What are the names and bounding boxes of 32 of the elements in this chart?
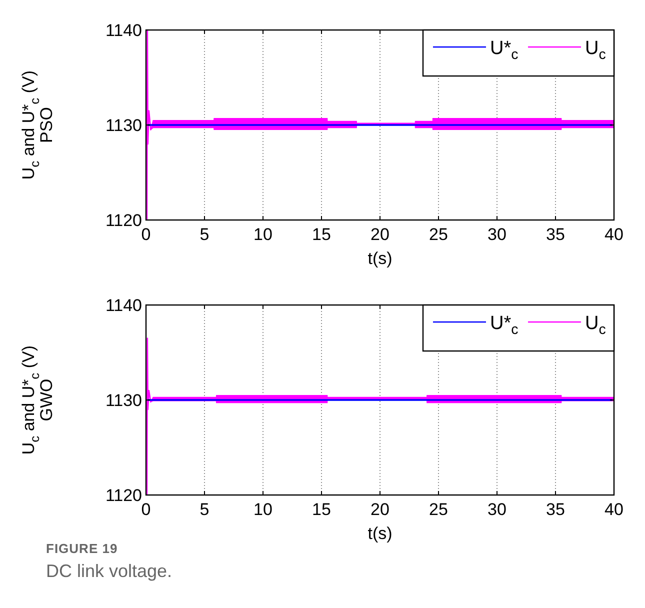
y-tick-label: 1120 [105, 211, 142, 230]
x-axis-title: t(s) [368, 249, 392, 268]
y-tick-label: 1120 [105, 486, 142, 505]
text: DC link voltage. [46, 561, 172, 581]
legend-label: U*$_{c}$ [490, 313, 518, 338]
x-tick-label: 40 [604, 500, 624, 519]
x-tick-label: 10 [254, 500, 272, 519]
x-tick-label: 0 [141, 500, 151, 519]
legend-label: U*$_{c}$ [490, 38, 518, 63]
legend-label: U$_{c}$ [585, 313, 606, 338]
x-axis-title: t(s) [368, 524, 392, 543]
y-tick-label: 1130 [105, 116, 142, 135]
y-tick-label: 1140 [105, 296, 142, 315]
x-tick-label: 30 [488, 500, 506, 519]
x-tick-label: 15 [312, 500, 331, 519]
x-tick-label: 35 [546, 500, 565, 519]
x-tick-label: 30 [488, 225, 506, 244]
x-tick-label: 5 [200, 225, 210, 244]
legend-label: U$_{c}$ [585, 38, 606, 63]
x-tick-label: 20 [370, 225, 390, 244]
x-tick-label: 35 [546, 225, 565, 244]
x-tick-label: 20 [370, 500, 390, 519]
x-tick-label: 0 [141, 225, 151, 244]
y-tick-label: 1130 [105, 391, 142, 410]
caption: FIGURE 19 [46, 541, 118, 556]
x-tick-label: 25 [429, 500, 448, 519]
x-tick-label: 15 [312, 225, 331, 244]
x-tick-label: 40 [604, 225, 624, 244]
y-tick-label: 1140 [105, 21, 142, 40]
x-tick-label: 25 [429, 225, 448, 244]
x-tick-label: 5 [200, 500, 210, 519]
x-tick-label: 10 [254, 225, 272, 244]
